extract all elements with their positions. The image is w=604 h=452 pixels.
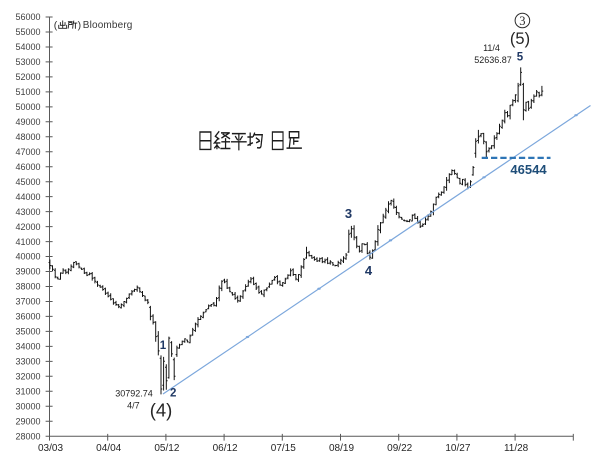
svg-text:45000: 45000 xyxy=(15,177,40,187)
svg-text:28000: 28000 xyxy=(15,431,40,441)
svg-text:47000: 47000 xyxy=(15,147,40,157)
svg-text:11/4: 11/4 xyxy=(483,43,500,53)
svg-text:38000: 38000 xyxy=(15,282,40,292)
svg-text:54000: 54000 xyxy=(15,42,40,52)
svg-text:5: 5 xyxy=(517,51,524,63)
svg-text:08/19: 08/19 xyxy=(329,443,354,452)
svg-text:(4): (4) xyxy=(150,400,173,421)
svg-text:50000: 50000 xyxy=(15,102,40,112)
svg-text:07/15: 07/15 xyxy=(271,443,296,452)
svg-text:4/7: 4/7 xyxy=(127,401,140,411)
svg-text:52636.87: 52636.87 xyxy=(474,55,512,65)
svg-text:56000: 56000 xyxy=(15,12,40,22)
svg-text:(: ( xyxy=(54,20,58,32)
svg-text:55000: 55000 xyxy=(15,27,40,37)
svg-text:41000: 41000 xyxy=(15,237,40,247)
svg-text:09/22: 09/22 xyxy=(387,443,412,452)
svg-text:1: 1 xyxy=(160,340,167,352)
svg-text:03/03: 03/03 xyxy=(38,443,63,452)
svg-text:10/27: 10/27 xyxy=(445,443,470,452)
svg-text:36000: 36000 xyxy=(15,312,40,322)
svg-text:39000: 39000 xyxy=(15,267,40,277)
svg-text:37000: 37000 xyxy=(15,297,40,307)
svg-text:53000: 53000 xyxy=(15,57,40,67)
svg-text:30000: 30000 xyxy=(15,402,40,412)
svg-text:30792.74: 30792.74 xyxy=(115,388,153,398)
svg-text:4: 4 xyxy=(365,263,373,278)
svg-text:40000: 40000 xyxy=(15,252,40,262)
svg-text:34000: 34000 xyxy=(15,342,40,352)
svg-text:51000: 51000 xyxy=(15,87,40,97)
svg-text:): ) xyxy=(78,20,82,32)
svg-text:48000: 48000 xyxy=(15,132,40,142)
svg-text:Bloomberg: Bloomberg xyxy=(83,20,133,31)
svg-text:49000: 49000 xyxy=(15,117,40,127)
svg-text:42000: 42000 xyxy=(15,222,40,232)
svg-text:(5): (5) xyxy=(510,30,530,48)
svg-text:52000: 52000 xyxy=(15,72,40,82)
svg-text:32000: 32000 xyxy=(15,372,40,382)
svg-text:29000: 29000 xyxy=(15,416,40,426)
svg-text:11/28: 11/28 xyxy=(504,443,529,452)
svg-text:46544: 46544 xyxy=(510,162,547,177)
svg-text:44000: 44000 xyxy=(15,192,40,202)
svg-text:31000: 31000 xyxy=(15,387,40,397)
svg-text:3: 3 xyxy=(345,206,352,221)
svg-text:2: 2 xyxy=(170,388,176,400)
svg-text:35000: 35000 xyxy=(15,327,40,337)
svg-text:04/04: 04/04 xyxy=(96,443,121,452)
svg-text:43000: 43000 xyxy=(15,207,40,217)
svg-text:46000: 46000 xyxy=(15,162,40,172)
svg-text:05/12: 05/12 xyxy=(154,443,179,452)
svg-text:06/12: 06/12 xyxy=(213,443,238,452)
svg-text:3: 3 xyxy=(519,14,525,28)
svg-text:33000: 33000 xyxy=(15,357,40,367)
